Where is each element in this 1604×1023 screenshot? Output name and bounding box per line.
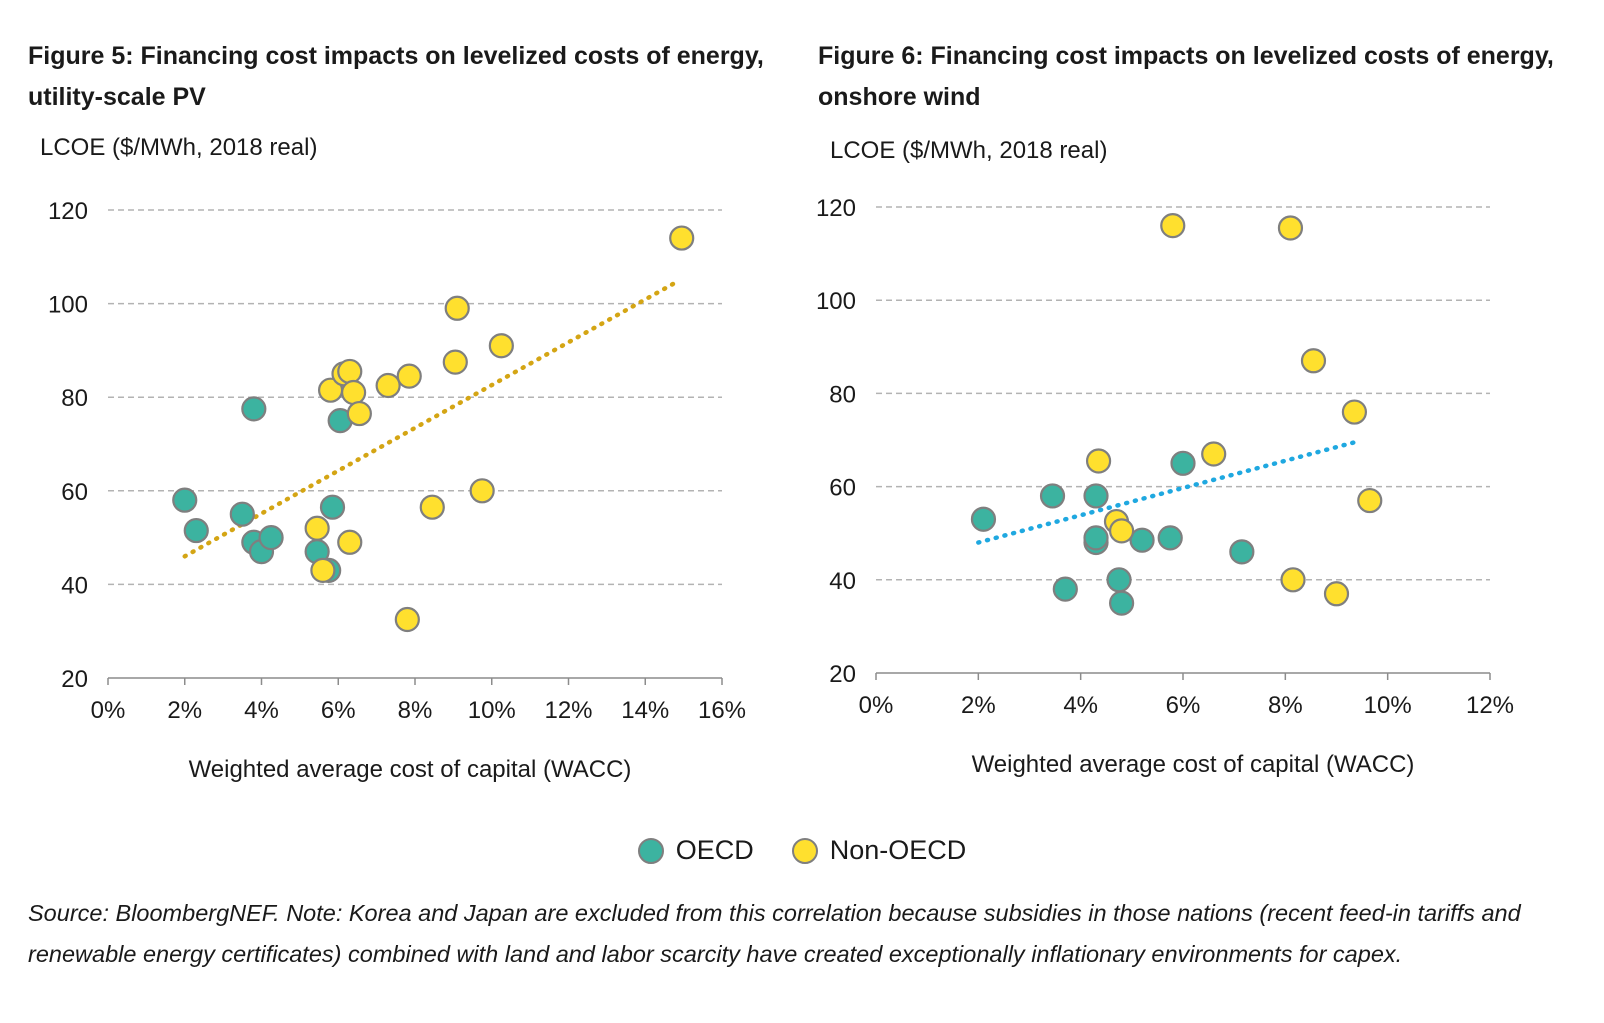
figure-6-non-oecd-point xyxy=(1357,487,1383,514)
figure-5-non-oecd-point xyxy=(669,225,695,251)
figure-6-y-tick-label: 120 xyxy=(816,195,856,222)
figure-5-oecd-point xyxy=(258,524,284,551)
figure-5-x-tick-label: 12% xyxy=(544,697,592,724)
figure-5-non-oecd-point xyxy=(488,333,514,359)
figure-6-x-tick-label: 10% xyxy=(1364,692,1412,719)
figure-5-non-oecd-point xyxy=(442,349,468,375)
figure-5-x-tick-label: 10% xyxy=(468,697,516,724)
figure-5-oecd-point xyxy=(319,494,346,520)
figure-6-non-oecd-point xyxy=(1160,213,1186,239)
figure-6-oecd-point xyxy=(1106,567,1132,593)
legend-label-oecd: OECD xyxy=(675,835,754,865)
figure-6-x-tick-label: 4% xyxy=(1063,692,1098,719)
figure-5-oecd-point xyxy=(229,501,255,527)
figure-6-non-oecd-point xyxy=(1323,581,1350,607)
legend-label-non-oecd: Non-OECD xyxy=(829,835,967,865)
figure-5-x-tick-label: 14% xyxy=(621,697,669,724)
figure-6-y-tick-label: 80 xyxy=(829,381,856,408)
figure-6-x-tick-label: 6% xyxy=(1166,692,1201,719)
figure-5-x-tick-label: 0% xyxy=(91,697,126,724)
figure-5-y-tick-label: 40 xyxy=(61,572,88,599)
figure-6-non-oecd-point xyxy=(1280,567,1306,593)
figure-5-non-oecd-point xyxy=(394,606,420,633)
figure-5-y-axis-label: LCOE ($/MWh, 2018 real) xyxy=(40,134,318,161)
figure-6-oecd-point xyxy=(1157,525,1183,551)
figure-5-non-oecd-point xyxy=(346,400,372,427)
figure-6-y-axis-label: LCOE ($/MWh, 2018 real) xyxy=(830,137,1108,164)
figure-5-title: Figure 5: Financing cost impacts on leve… xyxy=(28,42,764,111)
figure-6-x-tick-label: 0% xyxy=(859,692,894,719)
figure-5-non-oecd-point xyxy=(304,515,330,541)
figure-5-non-oecd-point xyxy=(469,478,495,504)
figure-5-x-tick-label: 8% xyxy=(398,697,433,724)
figure-6-x-axis-label: Weighted average cost of capital (WACC) xyxy=(972,751,1415,778)
figure-5-y-tick-label: 80 xyxy=(61,385,88,412)
figure-6-oecd-point xyxy=(1039,483,1066,509)
figure-6-oecd-point xyxy=(1170,450,1196,476)
figure-6-x-tick-label: 2% xyxy=(961,692,996,719)
figure-5-y-tick-label: 120 xyxy=(48,198,88,225)
figure-5-non-oecd-point xyxy=(310,557,336,583)
figure-5-oecd-point xyxy=(241,396,267,422)
legend: OECD Non-OECD xyxy=(0,835,1604,866)
figure-5-oecd-point xyxy=(172,487,198,513)
figure-6-non-oecd-point xyxy=(1277,215,1304,241)
figure-5-non-oecd-point xyxy=(419,494,445,520)
figure-5-y-tick-label: 60 xyxy=(61,479,88,506)
figure-6-y-tick-label: 100 xyxy=(816,288,856,315)
figure-5-non-oecd-point xyxy=(396,363,422,389)
figure-6-oecd-point xyxy=(1108,590,1135,616)
figure-5-x-axis-label: Weighted average cost of capital (WACC) xyxy=(189,756,632,783)
figure-5-x-tick-label: 4% xyxy=(244,697,279,724)
figure-6-y-tick-label: 40 xyxy=(829,568,856,595)
figure-6-non-oecd-point xyxy=(1300,348,1327,374)
legend-item-non-oecd: Non-OECD xyxy=(791,835,967,866)
figure-5-non-oecd-point xyxy=(337,529,363,555)
figure-6-non-oecd-point xyxy=(1341,399,1368,425)
figure-6-non-oecd-point xyxy=(1085,448,1112,474)
figure-6-oecd-point xyxy=(1052,576,1078,602)
figure-6-oecd-point xyxy=(1083,483,1109,509)
oecd-marker-icon xyxy=(637,837,664,864)
figure-5-y-tick-label: 100 xyxy=(48,292,88,319)
figure-6-non-oecd-point xyxy=(1108,518,1135,544)
figure-6-non-oecd-point xyxy=(1201,441,1227,467)
figure-5-oecd-point xyxy=(183,517,209,544)
figure-6-x-tick-label: 8% xyxy=(1268,692,1303,719)
figure-6-y-tick-label: 60 xyxy=(829,475,856,502)
figure-5-x-tick-label: 16% xyxy=(698,697,746,724)
figure-6-oecd-point xyxy=(970,506,997,532)
figure-5-x-tick-label: 6% xyxy=(321,697,356,724)
legend-item-oecd: OECD xyxy=(637,835,754,866)
figure-5-non-oecd-point xyxy=(375,372,401,399)
figure-6-y-tick-label: 20 xyxy=(829,661,856,688)
figure-6-title: Figure 6: Financing cost impacts on leve… xyxy=(818,42,1554,111)
figure-5-x-tick-label: 2% xyxy=(167,697,202,724)
non-oecd-marker-icon xyxy=(791,837,818,864)
figure-6-oecd-point xyxy=(1129,527,1155,553)
figure-6-oecd-point xyxy=(1229,539,1255,565)
figure-6-oecd-point xyxy=(1083,525,1109,551)
figure-5-non-oecd-point xyxy=(444,295,470,321)
figure-6-trendline xyxy=(976,440,1357,545)
source-note: Source: BloombergNEF. Note: Korea and Ja… xyxy=(28,900,1521,967)
figure-6-x-tick-label: 12% xyxy=(1466,692,1514,719)
figure-5-y-tick-label: 20 xyxy=(61,666,88,693)
